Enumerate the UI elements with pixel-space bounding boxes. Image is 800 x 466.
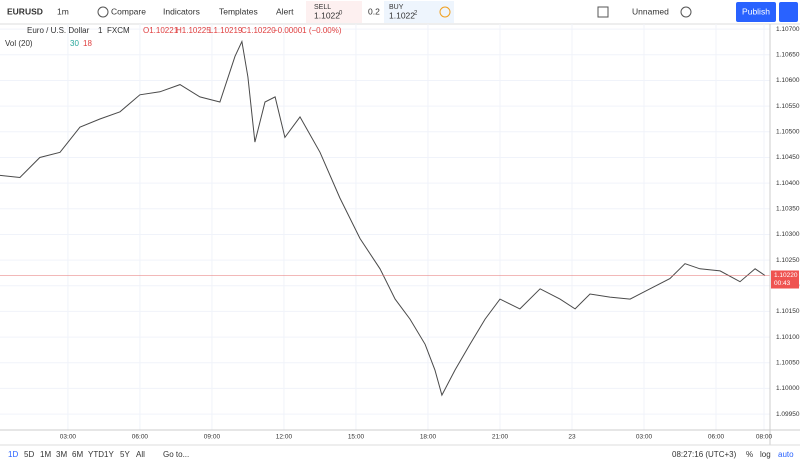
plot	[0, 24, 770, 430]
spread: 0.2	[368, 6, 380, 16]
y-tick-label: 1.10650	[776, 52, 800, 59]
price-tag: 1.10220	[774, 272, 798, 279]
play-button[interactable]	[779, 2, 798, 22]
y-tick-label: 1.10400	[776, 180, 800, 187]
range-button[interactable]: 1Y	[104, 450, 114, 459]
buy-price: 1.1022	[389, 10, 415, 20]
x-tick-label: 18:00	[420, 434, 437, 441]
clock: 08:27:16 (UTC+3)	[672, 450, 737, 459]
bottom-bar: 1D 5D 1M 3M 6M YTD 1Y 5Y All Go to... 08:27:16 (…	[0, 444, 800, 459]
range-button[interactable]: 6M	[72, 450, 83, 459]
layout-name[interactable]: Unnamed	[632, 6, 669, 16]
price-line	[0, 39, 766, 397]
range-button[interactable]: 5Y	[120, 450, 130, 459]
price-tag-bg	[771, 270, 799, 289]
countdown: 00:43	[774, 280, 791, 287]
y-tick-label: 1.10600	[776, 77, 800, 84]
y-tick-label: 1.10050	[776, 359, 800, 366]
publish: Publish	[742, 6, 770, 16]
buy-box[interactable]	[384, 1, 454, 23]
legend-change: −0.00001 (−0.00%)	[273, 26, 342, 35]
symbol[interactable]: EURUSD	[7, 6, 43, 16]
compare[interactable]: Compare	[111, 6, 146, 16]
x-tick-label: 08:00	[756, 434, 773, 441]
y-tick-label: 1.10000	[776, 385, 800, 392]
range-button[interactable]: All	[136, 450, 145, 459]
legend-name: Euro / U.S. Dollar	[27, 26, 90, 35]
templates[interactable]: Templates	[219, 6, 258, 16]
range-button[interactable]: 1M	[40, 450, 51, 459]
percent[interactable]: %	[746, 450, 753, 459]
x-tick-label: 09:00	[204, 434, 221, 441]
legend-high: H1.10225	[176, 26, 211, 35]
legend-vol-b: 18	[83, 39, 92, 48]
log[interactable]: log	[760, 450, 771, 459]
sell-sup: 0	[339, 11, 343, 17]
indicators[interactable]: Indicators	[163, 6, 200, 16]
alert[interactable]: Alert	[276, 6, 294, 16]
toolbar: EURUSD 1m Compare Indicators Templates A…	[0, 0, 800, 25]
x-tick-label: 23	[568, 434, 576, 441]
auto[interactable]: auto	[778, 450, 794, 459]
legend-vol-a: 30	[70, 39, 79, 48]
ranges: 1D 5D 1M 3M 6M YTD 1Y 5Y All	[8, 450, 145, 459]
sell-box[interactable]	[306, 1, 362, 23]
y-tick-label: 1.10350	[776, 205, 800, 212]
goto[interactable]: Go to...	[163, 450, 189, 459]
range-button[interactable]: 3M	[56, 450, 67, 459]
buy-label: BUY	[389, 4, 404, 11]
publish-button[interactable]	[736, 2, 776, 22]
sell-price: 1.1022	[314, 10, 340, 20]
legend-source: FXCM	[107, 26, 130, 35]
y-tick-label: 1.10700	[776, 26, 800, 33]
y-tick-label: 1.10500	[776, 129, 800, 136]
range-button[interactable]: 1D	[8, 450, 18, 459]
y-tick-label: 1.09950	[776, 411, 800, 418]
interval[interactable]: 1m	[57, 6, 69, 16]
x-tick-label: 03:00	[60, 434, 77, 441]
legend-interval: 1	[98, 26, 103, 35]
x-tick-label: 03:00	[636, 434, 653, 441]
settings-icon[interactable]	[680, 6, 692, 18]
range-button[interactable]: YTD	[88, 450, 104, 459]
legend-low: L1.10219	[209, 26, 243, 35]
compare-icon	[97, 6, 109, 18]
y-tick-label: 1.10250	[776, 257, 800, 264]
checkbox[interactable]	[597, 6, 609, 18]
sell-label: SELL	[314, 4, 331, 11]
y-tick-label: 1.10100	[776, 334, 800, 341]
y-tick-label: 1.10150	[776, 308, 800, 315]
range-button[interactable]: 5D	[24, 450, 34, 459]
y-tick-label: 1.10550	[776, 103, 800, 110]
x-tick-label: 21:00	[492, 434, 509, 441]
y-tick-label: 1.10300	[776, 231, 800, 238]
legend: Euro / U.S. Dollar 1 FXCM O1.10221 H1.10…	[5, 26, 342, 48]
buy-sup: 2	[414, 11, 418, 17]
x-tick-label: 06:00	[708, 434, 725, 441]
x-tick-label: 12:00	[276, 434, 293, 441]
x-tick-label: 06:00	[132, 434, 149, 441]
legend-close: C1.10220	[241, 26, 276, 35]
x-tick-label: 15:00	[348, 434, 365, 441]
legend-volume: Vol (20)	[5, 39, 33, 48]
legend-open: O1.10221	[143, 26, 179, 35]
info-icon	[439, 6, 451, 18]
y-tick-label: 1.10450	[776, 154, 800, 161]
